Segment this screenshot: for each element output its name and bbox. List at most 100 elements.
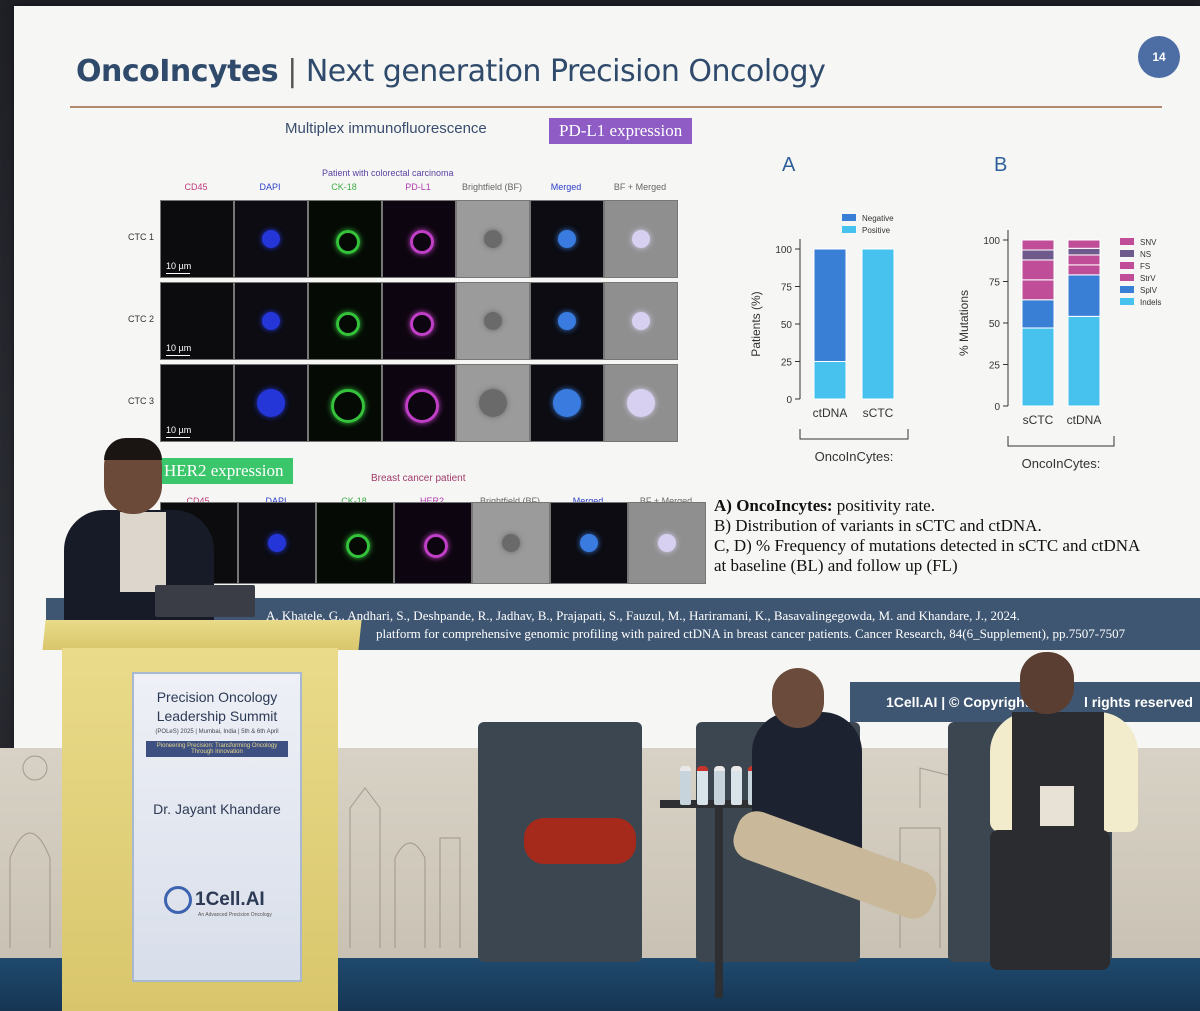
panel-b-letter: B: [994, 154, 1008, 176]
chart-b-bar-ns: [1067, 247, 1101, 256]
grid2-caption: Breast cancer patient: [371, 473, 466, 484]
chart-b-legend-label: StrV: [1140, 274, 1156, 283]
laptop: [155, 585, 255, 617]
cell-stain: [558, 312, 576, 330]
chart-b-y-tick-label: 25: [989, 361, 1001, 372]
column-header-2: CK-18: [331, 182, 357, 192]
cell-stain: [336, 230, 360, 254]
chart-b-legend-swatch: [1120, 238, 1134, 245]
chart-b-bar-ns: [1021, 249, 1055, 261]
water-bottle: [680, 766, 691, 805]
chart-a-bar-positive: [861, 248, 895, 400]
her2-tag: HER2 expression: [154, 458, 294, 484]
reference-line-2: platform for comprehensive genomic profi…: [376, 626, 1126, 641]
chart-b-bar-splv: [1021, 299, 1055, 329]
cell-stain: [346, 534, 370, 558]
chart-a-legend-swatch: [842, 226, 856, 233]
scale-bar: 10 µm: [166, 343, 192, 356]
cell-stain: [262, 230, 280, 248]
micrograph-cell: [382, 200, 456, 278]
chart-b-bar-fs: [1021, 259, 1055, 281]
cell-stain: [558, 230, 576, 248]
cell-stain: [580, 534, 598, 552]
micrograph-cell: 10 µm: [160, 364, 234, 442]
caption-line-4: at baseline (BL) and follow up (FL): [714, 556, 958, 575]
title-brand: OncoIncytes: [76, 54, 279, 89]
micrograph-cell: [234, 364, 308, 442]
column-header-2: CK-18: [341, 496, 367, 506]
chart-b-legend-label: NS: [1140, 250, 1151, 259]
cell-stain: [424, 534, 448, 558]
podium-logo-sub: An Advanced Precision Oncology: [198, 912, 272, 918]
stacked-bar-charts: 0 25 50 75 100 Patients (%) ctDNA sCTC OncoInCyt…: [749, 214, 1161, 471]
podium-logo: 1Cell.AI: [164, 886, 265, 914]
micrograph-cell: [604, 200, 678, 278]
micrograph-cell: [604, 282, 678, 360]
cell-stain: [331, 389, 365, 423]
cell-stain: [484, 312, 502, 330]
column-header-4: Brightfield (BF): [479, 496, 541, 506]
chart-a-y-tick-label: 0: [786, 395, 792, 406]
logo-circle-icon: [164, 886, 192, 914]
podium-line-3: (POLeS) 2025 | Mumbai, India | 5th & 6th…: [155, 729, 279, 735]
micrograph-cell: [604, 364, 678, 442]
name-badge: [1040, 786, 1074, 826]
chart-b-bar-snv: [1067, 239, 1101, 249]
cell-stain: [632, 312, 650, 330]
title-rest: Next generation Precision Oncology: [305, 54, 826, 89]
pdl1-tag: PD-L1 expression: [549, 118, 693, 144]
caption-line-3: C, D) % Frequency of mutations detected …: [714, 536, 1141, 555]
micrograph-cell: [308, 364, 382, 442]
chart-b-x-tick-label: ctDNA: [1067, 413, 1102, 427]
side-table-leg: [715, 808, 723, 998]
cell-stain: [502, 534, 520, 552]
column-header-3: HER2: [419, 496, 444, 506]
chart-b-legend-swatch: [1120, 274, 1134, 281]
panelist-right-legs: [990, 830, 1110, 970]
micrograph-cell: [316, 502, 394, 584]
chart-b-legend-label: Indels: [1140, 298, 1161, 307]
scale-bar: 10 µm: [166, 425, 192, 438]
chart-b-legend-swatch: [1120, 298, 1134, 305]
cell-stain: [484, 230, 502, 248]
micrograph-cell: [382, 364, 456, 442]
column-header-1: DAPI: [265, 496, 287, 506]
column-header-4: Brightfield (BF): [461, 182, 523, 192]
chart-a-legend-label: Negative: [862, 214, 894, 223]
podium-top: [42, 620, 362, 650]
chart-b-bar-splv: [1067, 274, 1101, 317]
chart-b-bar-snv: [1021, 239, 1055, 251]
micrograph-cell: [456, 200, 530, 278]
panel-a-letter: A: [782, 154, 796, 176]
cell-stain: [268, 534, 286, 552]
chart-b-legend-label: FS: [1140, 262, 1150, 271]
podium-line-2: Leadership Summit: [156, 708, 278, 724]
micrograph-cell: 10 µm: [160, 200, 234, 278]
row-label-0: CTC 1: [128, 232, 155, 242]
ctc-image-grid: CD45 DAPI CK-18 PD-L1 Brightfield (BF) Merged…: [118, 182, 678, 444]
micrograph-cell: [628, 502, 706, 584]
column-header-0: CD45: [184, 182, 208, 192]
cell-stain: [257, 389, 285, 417]
chart-b-legend-swatch: [1120, 262, 1134, 269]
page-number: 14: [1152, 50, 1166, 64]
speaker-name: Dr. Jayant Khandare: [153, 801, 281, 817]
caption-line-2: B) Distribution of variants in sCTC and …: [714, 516, 1042, 535]
column-header-1: DAPI: [259, 182, 281, 192]
column-header-6: BF + Merged: [613, 182, 667, 192]
chart-b-y-tick-label: 100: [983, 236, 1000, 247]
slide-title: OncoIncytes | Next generation Precision …: [76, 54, 826, 89]
micrograph-cell: 10 µm: [160, 282, 234, 360]
micrograph-cell: [382, 282, 456, 360]
scale-bar: 10 µm: [166, 261, 192, 274]
chart-b-bar-indels: [1067, 315, 1101, 407]
chart-b-legend-label: SNV: [1140, 238, 1157, 247]
micrograph-cell: [530, 282, 604, 360]
cushion: [524, 818, 636, 864]
cell-stain: [627, 389, 655, 417]
panelist-right-head: [1020, 652, 1074, 714]
cell-stain: [553, 389, 581, 417]
chart-a-y-tick-label: 100: [775, 245, 792, 256]
copyright-tail: l rights reserved: [1084, 694, 1193, 710]
column-header-0: CD45: [186, 496, 210, 506]
